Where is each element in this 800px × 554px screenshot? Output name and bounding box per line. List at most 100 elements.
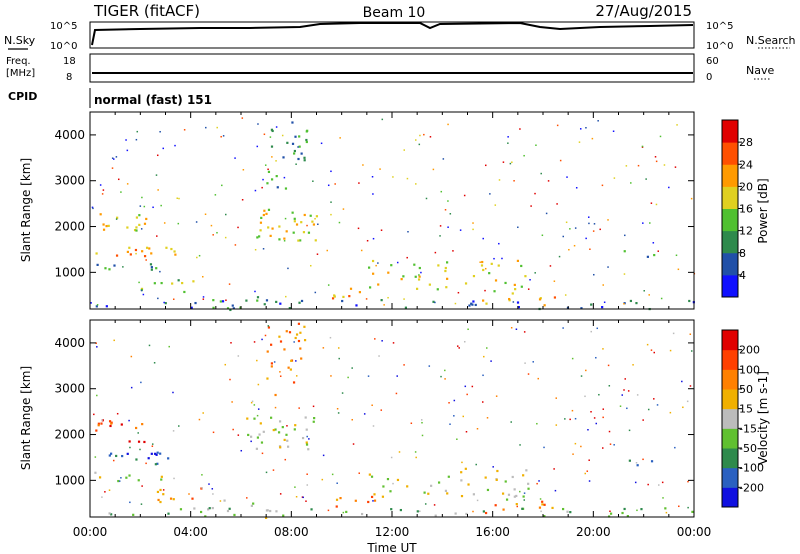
data-cell [516,259,520,262]
data-cell [646,255,649,258]
data-cell [299,239,302,242]
data-cell [539,498,542,500]
data-cell [220,135,222,138]
data-cell [535,144,537,146]
data-cell [308,438,310,440]
data-cell [259,422,262,425]
data-cell [205,126,207,129]
data-cell [358,291,362,294]
data-cell [202,296,205,298]
data-cell [295,375,298,377]
data-cell [351,367,353,369]
data-cell [558,255,561,258]
data-cell [572,453,574,455]
data-cell [456,438,458,440]
data-cell [237,355,240,357]
colorbar-segment [722,230,738,254]
data-cell [311,220,314,223]
data-cell [367,266,371,269]
data-cell [322,454,325,457]
data-cell [504,281,507,285]
power-panel: 1000 2000 3000 4000 Slant Range [km] 4 8 12 16… [19,111,770,312]
data-cell [117,178,120,181]
data-cell [292,381,296,384]
data-cell [689,333,692,335]
data-cell [170,247,173,251]
data-cell [523,331,526,333]
data-cell [126,452,129,455]
data-cell [306,484,309,486]
data-cell [139,448,141,451]
data-cell [471,385,474,388]
data-cell [234,157,236,159]
data-cell [298,135,301,138]
data-cell [253,404,256,406]
data-cell [476,499,479,502]
data-cell [216,231,218,234]
data-cell [510,327,513,329]
data-cell [284,217,287,220]
data-cell [578,141,581,143]
data-cell [498,242,500,245]
data-cell [156,154,159,157]
data-cell [240,449,243,452]
data-cell [229,308,232,312]
data-cell [447,475,450,478]
data-cell [246,497,248,499]
data-cell [157,498,160,502]
data-cell [337,412,340,414]
data-cell [613,444,615,446]
data-cell [275,160,277,162]
data-cell [342,295,345,299]
data-cell [566,510,569,513]
data-cell [151,443,154,445]
ytick-label: 2000 [54,220,85,234]
nave-tick-top: 60 [706,56,719,67]
data-cell [421,434,424,437]
data-cell [612,130,615,132]
data-cell [252,502,255,505]
data-cell [120,423,123,426]
data-cell [366,239,369,242]
data-cell [154,463,157,466]
data-cell [482,237,484,240]
data-cell [339,497,342,500]
data-cell [396,375,398,377]
data-cell [200,487,203,490]
data-cell [536,422,538,425]
data-cell [267,170,271,174]
data-cell [449,213,452,215]
data-cell [396,261,399,264]
data-cell [643,290,645,292]
colorbar-tick-label: 8 [739,247,746,260]
data-cell [621,394,623,396]
data-cell [270,343,273,346]
data-cell [305,138,308,142]
data-cell [286,425,288,427]
data-cell [134,248,138,252]
data-cell [652,242,655,244]
data-cell [626,515,629,518]
data-cell [95,252,98,255]
data-cell [208,483,210,485]
data-cell [461,461,463,464]
data-cell [494,504,497,507]
data-cell [137,479,140,482]
data-cell [192,280,195,283]
data-cell [97,422,100,425]
data-cell [254,248,257,251]
data-cell [129,253,132,256]
data-cell [179,508,183,511]
data-cell [281,426,284,429]
data-cell [151,445,154,447]
data-cell [419,510,421,513]
data-cell [354,499,357,502]
data-cell [289,368,292,371]
data-cell [335,498,339,501]
data-cell [471,303,474,306]
data-cell [312,420,315,423]
data-cell [647,483,649,486]
data-cell [258,235,261,238]
data-cell [327,284,330,286]
data-cell [250,401,253,404]
